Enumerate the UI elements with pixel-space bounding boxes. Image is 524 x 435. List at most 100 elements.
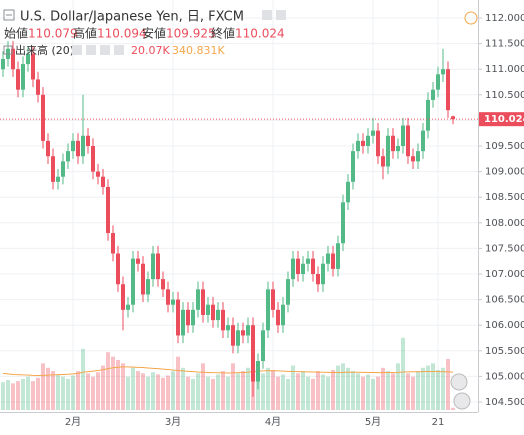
y-tick-label: 108.500 bbox=[485, 192, 524, 203]
candle-body bbox=[1, 58, 5, 70]
candle-body bbox=[451, 116, 455, 120]
volume-bar bbox=[326, 376, 330, 410]
volume-bar bbox=[101, 365, 105, 410]
candle-body bbox=[426, 99, 430, 131]
candle-body bbox=[431, 89, 435, 100]
candle-body bbox=[206, 304, 210, 315]
volume-bar bbox=[141, 373, 145, 410]
candle-body bbox=[416, 151, 420, 162]
volume-bar bbox=[396, 363, 400, 410]
y-tick-label: 107.500 bbox=[485, 243, 524, 254]
volume-icon[interactable] bbox=[100, 45, 110, 55]
settings-button[interactable] bbox=[262, 10, 272, 20]
volume-bar bbox=[66, 378, 70, 410]
volume-bar bbox=[6, 380, 10, 410]
volume-bar bbox=[171, 371, 175, 410]
candle-body bbox=[46, 140, 50, 157]
volume-bar bbox=[316, 371, 320, 410]
candle-body bbox=[406, 125, 410, 157]
candle-body bbox=[56, 176, 60, 182]
volume-bar bbox=[431, 363, 435, 410]
candle-body bbox=[331, 253, 335, 269]
candle-body bbox=[186, 309, 190, 326]
volume-bar bbox=[166, 375, 170, 410]
close-button[interactable] bbox=[276, 10, 286, 20]
volume-bar bbox=[446, 358, 450, 410]
volume-bar bbox=[181, 367, 185, 410]
candle-body bbox=[181, 309, 185, 336]
volume-bar bbox=[191, 378, 195, 410]
ohlc-value: 110.024 bbox=[235, 27, 285, 41]
volume-ma-value: 340.831K bbox=[172, 44, 225, 57]
event-flag[interactable] bbox=[453, 392, 471, 410]
candle-body bbox=[386, 135, 390, 167]
candle-body bbox=[191, 309, 195, 326]
volume-icon[interactable] bbox=[72, 45, 82, 55]
candle-body bbox=[246, 325, 250, 336]
candle-body bbox=[161, 279, 165, 290]
volume-value: 20.07K bbox=[131, 44, 170, 57]
alert-icon[interactable] bbox=[464, 11, 478, 25]
candle-body bbox=[41, 94, 45, 141]
candle-body bbox=[31, 53, 35, 80]
volume-bar bbox=[421, 367, 425, 410]
volume-bar bbox=[51, 371, 55, 410]
volume-bar bbox=[91, 376, 95, 410]
candles bbox=[0, 41, 478, 397]
volume-bar bbox=[31, 381, 35, 410]
ohlc-label: 始値 bbox=[4, 26, 28, 41]
candle-body bbox=[136, 258, 140, 264]
x-tick-label: 5月 bbox=[365, 416, 381, 428]
candle-body bbox=[51, 156, 55, 182]
volume-bar bbox=[356, 373, 360, 410]
candle-body bbox=[11, 48, 15, 70]
volume-bar bbox=[116, 360, 120, 410]
collapse-button[interactable] bbox=[3, 9, 15, 21]
volume-bar bbox=[131, 367, 135, 410]
volume-bar bbox=[246, 367, 250, 410]
volume-bar bbox=[211, 378, 215, 410]
volume-bar bbox=[351, 371, 355, 410]
volume-bar bbox=[331, 370, 335, 410]
volume-icon[interactable] bbox=[114, 45, 124, 55]
candle-body bbox=[116, 253, 120, 285]
candle-body bbox=[441, 69, 445, 75]
ohlc-value: 109.925 bbox=[166, 27, 216, 41]
volume-bar bbox=[366, 374, 370, 410]
ohlc-value: 110.079 bbox=[28, 27, 78, 41]
volume-bar bbox=[451, 407, 455, 410]
candle-body bbox=[26, 53, 30, 65]
candle-body bbox=[311, 258, 315, 274]
candle-body bbox=[61, 161, 65, 177]
volume-title: 出来高 (20) bbox=[15, 43, 74, 57]
volume-bar bbox=[206, 376, 210, 410]
candle-body bbox=[221, 309, 225, 331]
candle-body bbox=[126, 304, 130, 310]
candle-body bbox=[411, 156, 415, 162]
volume-icon[interactable] bbox=[86, 45, 96, 55]
candle-body bbox=[296, 258, 300, 274]
volume-bar bbox=[16, 381, 20, 410]
candle-body bbox=[121, 284, 125, 310]
volume-bar bbox=[321, 374, 325, 410]
y-tick-label: 111.500 bbox=[485, 39, 524, 50]
candle-body bbox=[166, 289, 170, 305]
volume-bar bbox=[236, 373, 240, 410]
event-flag[interactable] bbox=[450, 373, 468, 391]
volume-bar bbox=[241, 371, 245, 410]
candle-body bbox=[286, 279, 290, 305]
volume-collapse[interactable] bbox=[3, 45, 13, 55]
volume-bar bbox=[111, 356, 115, 410]
volume-bar bbox=[36, 377, 40, 410]
candle-body bbox=[101, 176, 105, 187]
candle-body bbox=[71, 140, 75, 152]
candle-body bbox=[321, 263, 325, 285]
volume-bar bbox=[276, 376, 280, 410]
candle-body bbox=[16, 69, 20, 90]
candle-body bbox=[131, 258, 135, 305]
y-tick-label: 112.000 bbox=[485, 13, 524, 24]
candle-body bbox=[236, 330, 240, 346]
volume-bar bbox=[56, 374, 60, 410]
y-tick-label: 110.500 bbox=[485, 90, 524, 101]
volume-bar bbox=[1, 382, 5, 410]
